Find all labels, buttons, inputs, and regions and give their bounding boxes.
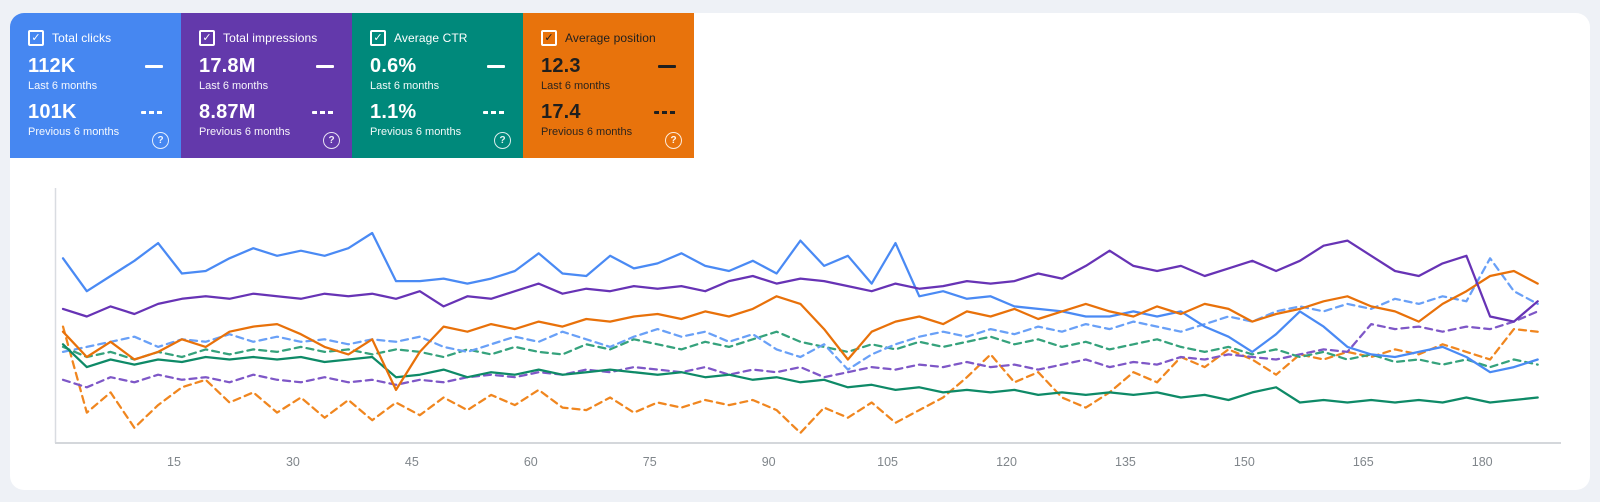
card-header: ✓ Total impressions	[199, 30, 338, 46]
metric-value: 17.8M	[199, 55, 256, 77]
previous-value-row: 17.4	[541, 101, 680, 124]
metric-card-total-impressions[interactable]: ✓ Total impressions 17.8M Last 6 months …	[181, 13, 352, 158]
metric-prev-caption: Previous 6 months	[370, 126, 462, 138]
previous-value-row: 101K	[28, 101, 167, 124]
current-value-row: 17.8M	[199, 55, 338, 78]
x-tick-label: 165	[1353, 455, 1374, 469]
checkbox-icon[interactable]: ✓	[199, 30, 215, 46]
solid-line-legend-icon	[658, 65, 676, 68]
help-icon[interactable]: ?	[665, 132, 682, 149]
ctr-last-line	[61, 343, 1539, 404]
card-label: Average position	[565, 31, 656, 45]
checkbox-icon[interactable]: ✓	[541, 30, 557, 46]
dashed-line-legend-icon	[483, 111, 505, 114]
metric-prev-caption: Previous 6 months	[541, 126, 633, 138]
dashed-line-legend-icon	[654, 111, 676, 114]
metric-caption: Last 6 months	[199, 80, 269, 92]
metric-value: 0.6%	[370, 55, 417, 77]
metric-value: 112K	[28, 55, 76, 77]
card-header: ✓ Average CTR	[370, 30, 509, 46]
x-tick-label: 180	[1472, 455, 1493, 469]
position-last-line	[61, 269, 1539, 392]
card-header: ✓ Total clicks	[28, 30, 167, 46]
previous-value-row: 1.1%	[370, 101, 509, 124]
metric-prev-caption: Previous 6 months	[199, 126, 291, 138]
x-tick-label: 120	[996, 455, 1017, 469]
checkbox-icon[interactable]: ✓	[370, 30, 386, 46]
card-header: ✓ Average position	[541, 30, 680, 46]
ctr-prev-line	[61, 330, 1539, 369]
impressions-prev-line	[61, 310, 1539, 389]
metric-caption: Last 6 months	[28, 80, 98, 92]
dashed-line-legend-icon	[312, 111, 334, 114]
checkbox-icon[interactable]: ✓	[28, 30, 44, 46]
card-label: Total impressions	[223, 31, 318, 45]
solid-line-legend-icon	[316, 65, 334, 68]
metric-value: 12.3	[541, 55, 581, 77]
solid-line-legend-icon	[145, 65, 163, 68]
clicks-prev-line	[61, 257, 1539, 371]
metric-prev-caption: Previous 6 months	[28, 126, 120, 138]
card-label: Average CTR	[394, 31, 468, 45]
current-value-row: 112K	[28, 55, 167, 78]
metric-prev-value: 1.1%	[370, 101, 417, 123]
x-tick-label: 30	[286, 455, 300, 469]
metric-caption: Last 6 months	[541, 80, 611, 92]
current-value-row: 0.6%	[370, 55, 509, 78]
metric-card-average-position[interactable]: ✓ Average position 12.3 Last 6 months 17…	[523, 13, 694, 158]
impressions-last-line	[61, 239, 1539, 323]
metric-prev-value: 101K	[28, 101, 77, 123]
x-tick-label: 60	[524, 455, 538, 469]
x-tick-label: 45	[405, 455, 419, 469]
x-tick-label: 105	[877, 455, 898, 469]
x-tick-label: 15	[167, 455, 181, 469]
metric-prev-value: 8.87M	[199, 101, 256, 123]
current-value-row: 12.3	[541, 55, 680, 78]
x-tick-label: 75	[643, 455, 657, 469]
chart-lines	[61, 231, 1539, 435]
metric-card-total-clicks[interactable]: ✓ Total clicks 112K Last 6 months 101K P…	[10, 13, 181, 158]
help-icon[interactable]: ?	[494, 132, 511, 149]
x-tick-label: 150	[1234, 455, 1255, 469]
card-label: Total clicks	[52, 31, 112, 45]
metric-caption: Last 6 months	[370, 80, 440, 92]
help-icon[interactable]: ?	[323, 132, 340, 149]
previous-value-row: 8.87M	[199, 101, 338, 124]
dashed-line-legend-icon	[141, 111, 163, 114]
help-icon[interactable]: ?	[152, 132, 169, 149]
metric-cards-row: ✓ Total clicks 112K Last 6 months 101K P…	[10, 13, 694, 158]
x-tick-label: 135	[1115, 455, 1136, 469]
position-prev-line	[61, 325, 1539, 435]
solid-line-legend-icon	[487, 65, 505, 68]
clicks-last-line	[61, 231, 1539, 374]
metric-prev-value: 17.4	[541, 101, 581, 123]
x-tick-label: 90	[762, 455, 776, 469]
x-axis-ticks: 15 30 45 60 75 90 105 120 135 150 165 180	[167, 455, 1493, 469]
metric-card-average-ctr[interactable]: ✓ Average CTR 0.6% Last 6 months 1.1% Pr…	[352, 13, 523, 158]
